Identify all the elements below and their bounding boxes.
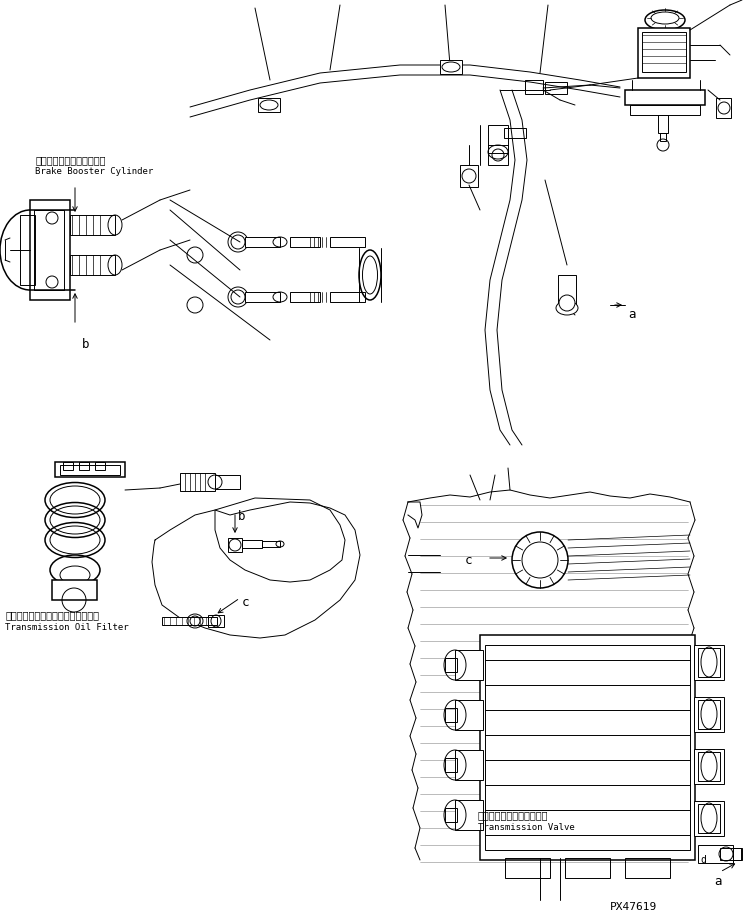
Bar [290,237,320,247]
Text: d: d [700,855,706,865]
Text: a: a [628,308,635,321]
Bar [698,845,733,863]
Bar [698,648,720,677]
Bar [180,473,215,491]
Bar [445,808,457,822]
Bar [733,848,741,860]
Bar [698,700,720,729]
Bar [55,462,125,477]
Bar [565,858,610,878]
Bar [445,658,457,672]
Bar [480,635,695,860]
Bar [242,540,262,548]
Text: ブレーキブースタシリンダ: ブレーキブースタシリンダ [35,155,106,165]
Bar [525,80,543,94]
Bar [245,292,280,302]
Bar [488,125,508,153]
Text: c: c [242,596,250,609]
Bar [95,462,105,470]
Bar [208,615,224,627]
Bar [445,758,457,772]
Bar [63,462,73,470]
Bar [258,98,280,112]
Bar [60,465,120,475]
Text: トランスミッションオイルフィルタ: トランスミッションオイルフィルタ [5,610,99,620]
Bar [504,128,526,138]
Bar [245,237,280,247]
Bar [694,697,724,732]
Bar [488,145,508,165]
Bar [658,115,668,133]
Bar [455,800,483,830]
Bar [660,133,666,141]
Bar [638,28,690,78]
Bar [440,60,462,74]
Text: Brake Booster Cylinder: Brake Booster Cylinder [35,167,153,176]
Bar [330,292,365,302]
Bar [625,90,705,105]
Bar [625,858,670,878]
Bar [558,275,576,305]
Bar [455,700,483,730]
Bar [698,804,720,833]
Bar [228,538,242,552]
Ellipse shape [645,10,685,30]
Bar [505,858,550,878]
Ellipse shape [442,62,460,72]
Bar [720,848,742,860]
Bar [698,752,720,781]
Bar [330,237,365,247]
Bar [290,292,320,302]
Text: Transmission Oil Filter: Transmission Oil Filter [5,623,129,632]
Ellipse shape [260,100,278,110]
Text: b: b [82,338,89,351]
Bar [20,215,35,285]
Bar [215,475,240,489]
Bar [460,165,478,187]
Bar [485,645,690,850]
Circle shape [512,532,568,588]
Bar [694,801,724,836]
Bar [545,82,567,94]
Bar [630,105,700,115]
Text: PX47619: PX47619 [610,902,658,912]
Text: c: c [465,554,473,567]
Text: Transmission Valve: Transmission Valve [478,823,575,832]
Bar [79,462,89,470]
Bar [262,541,280,547]
Bar [34,210,64,290]
Bar [52,580,97,600]
Bar [30,200,70,300]
Text: b: b [238,510,245,523]
Text: トランスミッションバルブ: トランスミッションバルブ [478,810,548,820]
Bar [445,708,457,722]
Bar [455,750,483,780]
Bar [694,645,724,680]
Circle shape [559,295,575,311]
Bar [694,749,724,784]
Bar [642,32,686,72]
Bar [716,98,731,118]
Bar [455,650,483,680]
Ellipse shape [651,12,679,24]
Text: a: a [714,875,721,888]
Bar [162,617,217,625]
Ellipse shape [556,301,578,315]
Bar [70,215,115,235]
Bar [70,255,115,275]
